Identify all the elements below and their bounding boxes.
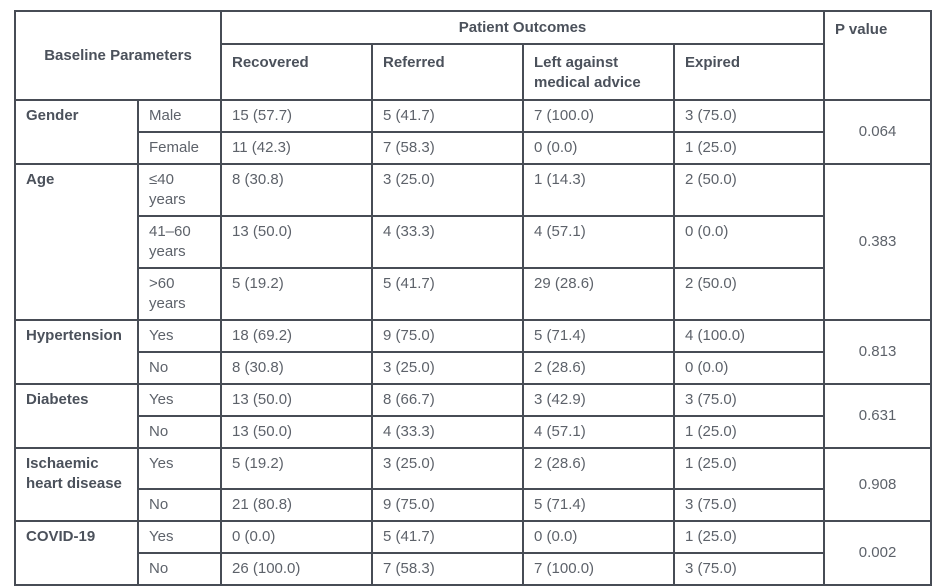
value-cell: 11 (42.3) xyxy=(220,131,373,165)
value-cell: 18 (69.2) xyxy=(220,319,373,353)
value-cell: 2 (50.0) xyxy=(672,267,826,321)
sub-label: 41–60 years xyxy=(137,215,222,269)
sub-label: Yes xyxy=(137,520,222,554)
sub-label: Yes xyxy=(137,319,222,353)
header-p-value: P value xyxy=(823,10,933,101)
value-cell: 5 (19.2) xyxy=(220,267,373,321)
p-value-cell: 0.631 xyxy=(823,383,933,449)
value-cell: 1 (25.0) xyxy=(672,415,826,449)
value-cell: 1 (14.3) xyxy=(522,163,675,217)
value-cell: 0 (0.0) xyxy=(522,520,675,554)
sub-label: Male xyxy=(137,99,222,133)
value-cell: 26 (100.0) xyxy=(220,552,373,586)
table-row: Age ≤40 years 8 (30.8) 3 (25.0) 1 (14.3)… xyxy=(14,163,933,321)
value-cell: 8 (30.8) xyxy=(220,163,373,217)
value-cell: 3 (75.0) xyxy=(672,383,826,417)
value-cell: 4 (57.1) xyxy=(522,215,675,269)
table-row: Female 11 (42.3) 7 (58.3) 0 (0.0) 1 (25.… xyxy=(15,131,931,165)
table-row: No 13 (50.0) 4 (33.3) 4 (57.1) 1 (25.0) xyxy=(15,415,931,449)
value-cell: 3 (42.9) xyxy=(522,383,675,417)
value-cell: 0 (0.0) xyxy=(220,520,373,554)
value-cell: 0 (0.0) xyxy=(672,351,826,385)
table-row: >60 years 5 (19.2) 5 (41.7) 29 (28.6) 2 … xyxy=(15,267,931,321)
value-cell: 3 (75.0) xyxy=(672,488,826,522)
header-patient-outcomes: Patient Outcomes xyxy=(219,10,826,45)
value-cell: 15 (57.7) xyxy=(220,99,373,133)
sub-label: No xyxy=(137,351,222,385)
value-cell: 7 (100.0) xyxy=(522,552,675,586)
value-cell: 7 (58.3) xyxy=(371,552,524,586)
sub-label: Yes xyxy=(137,383,222,417)
value-cell: 5 (19.2) xyxy=(220,447,373,490)
table-row: Gender Male 15 (57.7) 5 (41.7) 7 (100.0)… xyxy=(14,99,933,165)
sub-label: No xyxy=(137,488,222,522)
value-cell: 1 (25.0) xyxy=(672,520,826,554)
value-cell: 3 (75.0) xyxy=(672,99,826,133)
p-value-cell: 0.813 xyxy=(823,319,933,385)
sub-label: >60 years xyxy=(137,267,222,321)
value-cell: 3 (75.0) xyxy=(672,552,826,586)
header-baseline-parameters: Baseline Parameters xyxy=(14,10,222,101)
sub-label: No xyxy=(137,552,222,586)
table-row: Hypertension Yes 18 (69.2) 9 (75.0) 5 (7… xyxy=(14,319,933,385)
value-cell: 7 (58.3) xyxy=(371,131,524,165)
value-cell: 5 (71.4) xyxy=(522,488,675,522)
param-label-age: Age xyxy=(14,163,139,321)
value-cell: 2 (28.6) xyxy=(522,351,675,385)
param-label-diabetes: Diabetes xyxy=(14,383,139,449)
value-cell: 5 (41.7) xyxy=(371,267,524,321)
param-label-covid-19: COVID-19 xyxy=(14,520,139,586)
table-row: No 26 (100.0) 7 (58.3) 7 (100.0) 3 (75.0… xyxy=(15,552,931,586)
param-label-gender: Gender xyxy=(14,99,139,165)
value-cell: 3 (25.0) xyxy=(371,447,524,490)
param-label-ischaemic-heart-disease: Ischaemic heart disease xyxy=(14,447,139,522)
p-value-cell: 0.908 xyxy=(823,447,933,522)
value-cell: 4 (100.0) xyxy=(672,319,826,353)
param-label-hypertension: Hypertension xyxy=(14,319,139,385)
value-cell: 4 (57.1) xyxy=(522,415,675,449)
value-cell: 21 (80.8) xyxy=(220,488,373,522)
value-cell: 13 (50.0) xyxy=(220,383,373,417)
value-cell: 9 (75.0) xyxy=(371,319,524,353)
table-row: Diabetes Yes 13 (50.0) 8 (66.7) 3 (42.9)… xyxy=(14,383,933,449)
value-cell: 3 (25.0) xyxy=(371,351,524,385)
sub-label: Yes xyxy=(137,447,222,490)
table-row: 41–60 years 13 (50.0) 4 (33.3) 4 (57.1) … xyxy=(15,215,931,269)
sub-label: ≤40 years xyxy=(137,163,222,217)
header-outcome-expired: Expired xyxy=(672,43,826,101)
value-cell: 8 (66.7) xyxy=(371,383,524,417)
value-cell: 2 (50.0) xyxy=(672,163,826,217)
sub-label: No xyxy=(137,415,222,449)
table-row: COVID-19 Yes 0 (0.0) 5 (41.7) 0 (0.0) 1 … xyxy=(14,520,933,586)
p-value-cell: 0.383 xyxy=(823,163,933,321)
p-value-cell: 0.064 xyxy=(823,99,933,165)
value-cell: 5 (41.7) xyxy=(371,520,524,554)
value-cell: 0 (0.0) xyxy=(522,131,675,165)
value-cell: 4 (33.3) xyxy=(371,415,524,449)
p-value-cell: 0.002 xyxy=(823,520,933,586)
header-outcome-left-against-medical-advice: Left against medical advice xyxy=(522,43,675,101)
baseline-parameters-outcomes-table: Baseline Parameters Patient Outcomes P v… xyxy=(14,10,933,586)
value-cell: 9 (75.0) xyxy=(371,488,524,522)
value-cell: 7 (100.0) xyxy=(522,99,675,133)
table-row: Ischaemic heart disease Yes 5 (19.2) 3 (… xyxy=(14,447,933,522)
value-cell: 5 (41.7) xyxy=(371,99,524,133)
value-cell: 2 (28.6) xyxy=(522,447,675,490)
value-cell: 4 (33.3) xyxy=(371,215,524,269)
value-cell: 8 (30.8) xyxy=(220,351,373,385)
table-row: No 21 (80.8) 9 (75.0) 5 (71.4) 3 (75.0) xyxy=(15,488,931,522)
table-row: No 8 (30.8) 3 (25.0) 2 (28.6) 0 (0.0) xyxy=(15,351,931,385)
value-cell: 5 (71.4) xyxy=(522,319,675,353)
value-cell: 13 (50.0) xyxy=(220,415,373,449)
value-cell: 13 (50.0) xyxy=(220,215,373,269)
value-cell: 3 (25.0) xyxy=(371,163,524,217)
sub-label: Female xyxy=(137,131,222,165)
value-cell: 1 (25.0) xyxy=(672,131,826,165)
value-cell: 0 (0.0) xyxy=(672,215,826,269)
value-cell: 1 (25.0) xyxy=(672,447,826,490)
header-outcome-referred: Referred xyxy=(371,43,524,101)
value-cell: 29 (28.6) xyxy=(522,267,675,321)
header-outcome-recovered: Recovered xyxy=(220,43,373,101)
